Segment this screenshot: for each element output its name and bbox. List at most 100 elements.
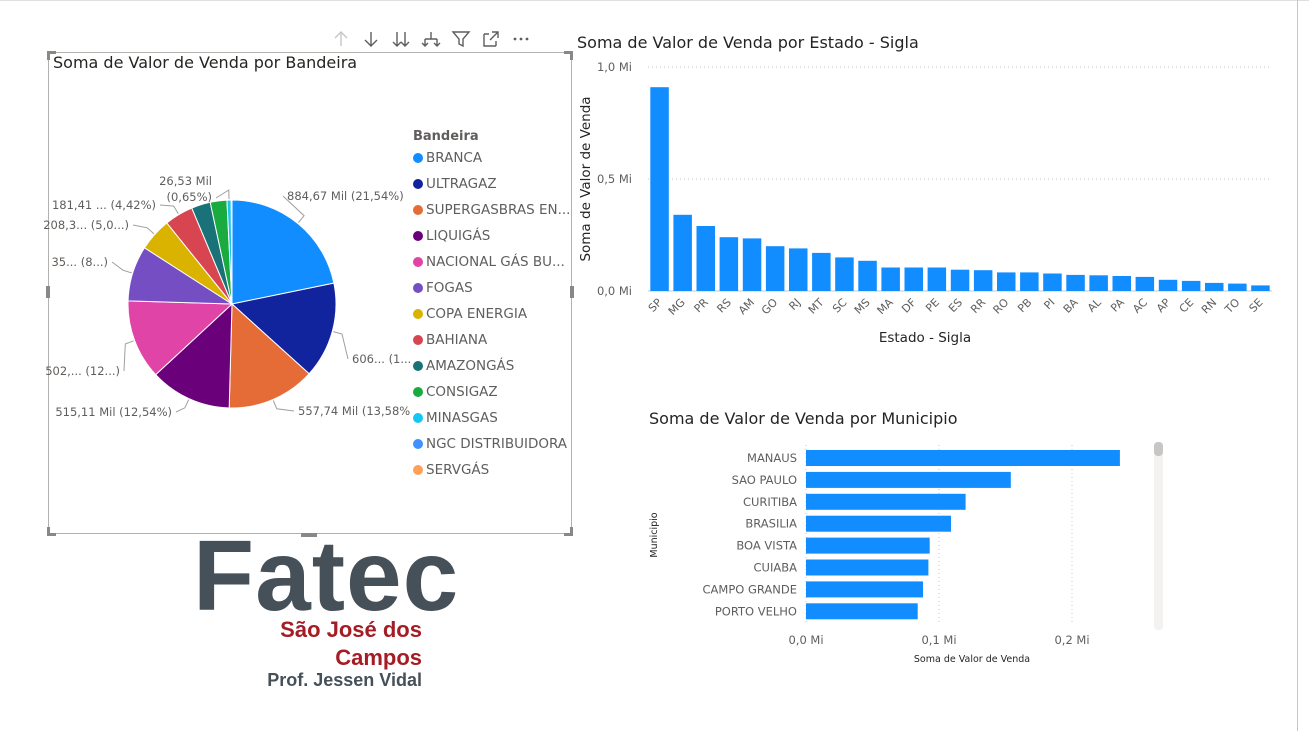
resize-handle-right[interactable] (570, 286, 574, 298)
legend-marker (413, 257, 423, 267)
arrow-up-icon[interactable] (326, 26, 356, 52)
bar-sp[interactable] (650, 87, 669, 291)
legend-item[interactable]: MINASGAS (413, 408, 498, 428)
bar-df[interactable] (904, 267, 924, 292)
legend-item[interactable]: ULTRAGAZ (413, 174, 497, 194)
x-tick-label: ES (946, 296, 965, 315)
legend-label: FOGAS (426, 280, 473, 296)
legend-item[interactable]: LIQUIGÁS (413, 226, 490, 246)
pie-slice-1[interactable] (230, 282, 337, 375)
pie-slice-2[interactable] (228, 302, 310, 409)
bar-am[interactable] (742, 238, 762, 291)
arrow-down-icon[interactable] (356, 26, 386, 52)
x-tick-label: PB (1015, 296, 1034, 315)
x-tick-label: MG (666, 296, 688, 318)
bar-ap[interactable] (1158, 279, 1178, 291)
legend-item[interactable]: NACIONAL GÁS BU... (413, 252, 565, 272)
legend-label: CONSIGAZ (426, 384, 498, 400)
bar-go[interactable] (765, 246, 785, 291)
bar-rr[interactable] (973, 270, 993, 291)
bar-mt[interactable] (812, 252, 831, 291)
bar-sao-paulo[interactable] (806, 471, 1011, 488)
double-arrow-down-icon[interactable] (386, 26, 416, 52)
more-options-icon[interactable] (506, 26, 536, 52)
bar-manaus[interactable] (806, 450, 1120, 466)
bar-pe[interactable] (927, 267, 947, 292)
bar-ma[interactable] (881, 267, 900, 292)
legend-marker (413, 179, 423, 189)
x-axis-title: Soma de Valor de Venda (914, 654, 1030, 665)
resize-handle-bottom-right[interactable] (570, 527, 573, 536)
bar-pa[interactable] (1112, 276, 1132, 291)
bar-ms[interactable] (858, 260, 877, 291)
fatec-logo-text: Fatec (193, 520, 460, 632)
expand-hierarchy-icon[interactable] (416, 26, 446, 52)
scrollbar-track[interactable] (1154, 442, 1163, 630)
x-tick-label: RJ (786, 296, 803, 313)
legend-item[interactable]: SUPERGASBRAS EN... (413, 200, 570, 220)
pie-slice-3[interactable] (154, 302, 233, 409)
pie-chart: 884,67 Mil (21,54%) 606... (1...) 557,74 M… (43, 174, 410, 419)
pie-data-label: 557,74 Mil (13,58%) (298, 404, 410, 418)
legend-item[interactable]: CONSIGAZ (413, 382, 498, 402)
bar-brasilia[interactable] (806, 515, 951, 532)
x-tick-label: SC (830, 296, 850, 316)
bar-pb[interactable] (1020, 272, 1039, 291)
legend-item[interactable]: SERVGÁS (413, 460, 489, 480)
focus-mode-icon[interactable] (476, 26, 506, 52)
bar-rj[interactable] (789, 248, 808, 291)
bar-campo-grande[interactable] (806, 581, 923, 598)
filter-icon[interactable] (446, 26, 476, 52)
resize-handle-bottom-left[interactable] (47, 527, 50, 536)
pie-leader-line (215, 189, 230, 200)
bar-ro[interactable] (997, 272, 1016, 291)
legend-item[interactable]: COPA ENERGIA (413, 304, 527, 324)
legend-item[interactable]: FOGAS (413, 278, 473, 298)
bar-ba[interactable] (1066, 274, 1085, 291)
x-tick-label: GO (759, 296, 781, 318)
resize-handle-left[interactable] (46, 286, 50, 298)
bar-boa-vista[interactable] (806, 537, 930, 554)
bar-pr[interactable] (696, 226, 716, 291)
bar-to[interactable] (1228, 283, 1247, 291)
pie-data-label: 884,67 Mil (21,54%) (287, 189, 404, 203)
resize-handle-top-left[interactable] (47, 51, 56, 54)
bar-rs[interactable] (719, 237, 739, 291)
legend-item[interactable]: BAHIANA (413, 330, 487, 350)
bar-mg[interactable] (673, 214, 692, 291)
y-tick-label: MANAUS (747, 451, 797, 465)
resize-handle-top-right[interactable] (564, 51, 573, 54)
bar-cuiaba[interactable] (806, 559, 929, 576)
legend-item[interactable]: BRANCA (413, 148, 482, 168)
x-tick-label: TO (1222, 296, 1243, 317)
resize-handle-bottom-right[interactable] (564, 533, 573, 536)
bar-curitiba[interactable] (806, 493, 966, 510)
bar-porto-velho[interactable] (806, 603, 918, 620)
pie-leader-line (132, 224, 155, 235)
state-chart-title: Soma de Valor de Venda por Estado - Sigl… (577, 33, 919, 52)
bar-sc[interactable] (835, 257, 854, 291)
logo-subtitle-line1: São José dos (280, 617, 422, 642)
bar-es[interactable] (950, 269, 970, 291)
x-tick-label: DF (899, 296, 919, 316)
bar-pi[interactable] (1043, 273, 1062, 292)
pie-slice-4[interactable] (127, 300, 234, 376)
bar-ac[interactable] (1135, 276, 1155, 291)
x-tick-label: 0,0 Mi (788, 633, 823, 647)
bar-ce[interactable] (1181, 280, 1201, 291)
scrollbar-thumb[interactable] (1154, 442, 1163, 456)
x-tick-label: CE (1177, 296, 1197, 316)
legend-item[interactable]: AMAZONGÁS (413, 356, 514, 376)
bar-rn[interactable] (1205, 282, 1224, 291)
resize-handle-top-left[interactable] (47, 51, 50, 60)
pie-slice-0[interactable] (231, 199, 335, 305)
y-tick-label: SAO PAULO (732, 473, 797, 487)
resize-handle-bottom[interactable] (301, 533, 317, 537)
resize-handle-bottom-left[interactable] (47, 533, 56, 536)
pie-data-label: 606... (1...) (352, 352, 410, 366)
resize-handle-top-right[interactable] (570, 51, 573, 60)
legend-item[interactable]: NGC DISTRIBUIDORA (413, 434, 567, 454)
state-column-chart: 0,0 Mi 0,5 Mi 1,0 Mi SP MG PR RS AM GO RJ MT SC MS MA… (578, 60, 1272, 346)
bar-al[interactable] (1089, 275, 1108, 291)
bar-se[interactable] (1251, 285, 1270, 291)
